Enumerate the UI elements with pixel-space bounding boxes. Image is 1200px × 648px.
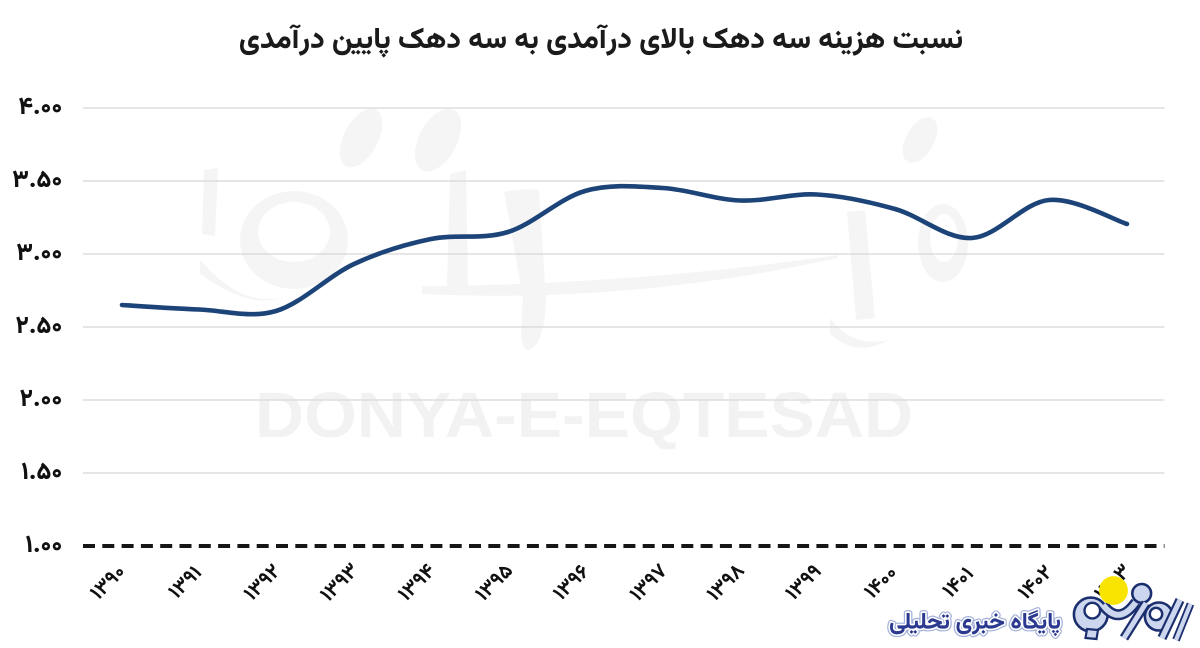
svg-text:DONYA-E-EQTESAD: DONYA-E-EQTESAD — [255, 379, 913, 451]
